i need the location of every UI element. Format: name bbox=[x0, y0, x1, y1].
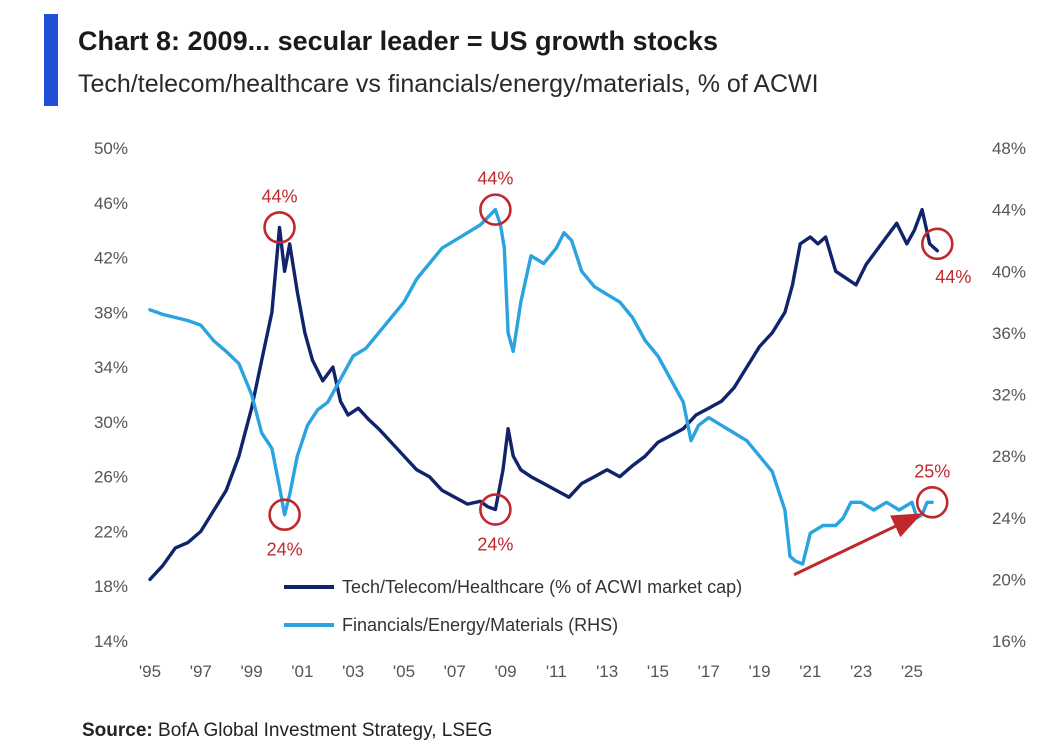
y-right-tick-label: 36% bbox=[992, 324, 1026, 343]
series-layer bbox=[148, 207, 939, 582]
annotation-label: 44% bbox=[935, 267, 971, 287]
chart-subtitle: Tech/telecom/healthcare vs financials/en… bbox=[78, 70, 819, 98]
y-left-tick-label: 38% bbox=[94, 303, 128, 322]
x-tick-label: '05 bbox=[393, 662, 415, 681]
y-left-tick-label: 14% bbox=[94, 632, 128, 651]
y-left-tick-label: 34% bbox=[94, 358, 128, 377]
annotation-label: 25% bbox=[914, 461, 950, 481]
annotation-circle bbox=[479, 493, 512, 526]
x-tick-label: '15 bbox=[647, 662, 669, 681]
x-tick-label: '99 bbox=[241, 662, 263, 681]
source-note: Source: BofA Global Investment Strategy,… bbox=[82, 720, 492, 742]
source-label: Source: bbox=[82, 720, 153, 741]
right-axis: 16% 20% 24% 28% 32% 36% 40% 44% 48% bbox=[992, 139, 1026, 651]
y-right-tick-label: 48% bbox=[992, 139, 1026, 158]
x-tick-label: '01 bbox=[291, 662, 313, 681]
y-left-tick-label: 22% bbox=[94, 522, 128, 541]
y-right-tick-label: 24% bbox=[992, 509, 1026, 528]
line-chart: 14% 18% 22% 26% 30% 34% 38% 42% 46% 50% 16% 20% 24%… bbox=[94, 139, 1026, 681]
x-tick-label: '13 bbox=[596, 662, 618, 681]
x-tick-label: '21 bbox=[799, 662, 821, 681]
legend: Tech/Telecom/Healthcare (% of ACWI marke… bbox=[284, 577, 742, 635]
series-line-fin bbox=[148, 207, 934, 566]
y-right-tick-label: 20% bbox=[992, 570, 1026, 589]
x-tick-label: '07 bbox=[444, 662, 466, 681]
annotation-circle bbox=[921, 227, 954, 261]
annotation-label: 44% bbox=[262, 186, 298, 206]
x-tick-label: '03 bbox=[342, 662, 364, 681]
y-right-tick-label: 44% bbox=[992, 201, 1026, 220]
annotation-layer: 44% 24% 44% 24% 44% 25% bbox=[262, 169, 971, 577]
annotation-circle bbox=[268, 498, 301, 531]
x-axis: '95 '97 '99 '01 '03 '05 '07 '09 '11 '13 '15 '17 '19 '… bbox=[139, 662, 923, 681]
series-line-tech bbox=[148, 207, 939, 582]
x-tick-label: '23 bbox=[850, 662, 872, 681]
y-left-tick-label: 50% bbox=[94, 139, 128, 158]
x-tick-label: '11 bbox=[546, 662, 567, 681]
y-left-tick-label: 18% bbox=[94, 577, 128, 596]
x-tick-label: '17 bbox=[698, 662, 720, 681]
annotation-circle bbox=[915, 486, 949, 519]
x-tick-label: '09 bbox=[494, 662, 516, 681]
y-left-tick-label: 26% bbox=[94, 468, 128, 487]
trend-arrow bbox=[793, 513, 923, 577]
x-tick-label: '95 bbox=[139, 662, 161, 681]
accent-bar bbox=[44, 14, 58, 106]
left-axis: 14% 18% 22% 26% 30% 34% 38% 42% 46% 50% bbox=[94, 139, 128, 651]
chart-title: Chart 8: 2009... secular leader = US gro… bbox=[78, 26, 719, 56]
legend-label-tech: Tech/Telecom/Healthcare (% of ACWI marke… bbox=[342, 577, 742, 597]
legend-label-fin: Financials/Energy/Materials (RHS) bbox=[342, 615, 618, 635]
x-tick-label: '19 bbox=[748, 662, 770, 681]
source-text: BofA Global Investment Strategy, LSEG bbox=[152, 720, 493, 741]
y-left-tick-label: 42% bbox=[94, 249, 128, 268]
annotation-label: 44% bbox=[477, 169, 513, 189]
x-tick-label: '25 bbox=[901, 662, 923, 681]
annotation-circle bbox=[479, 193, 512, 226]
annotation-label: 24% bbox=[267, 540, 303, 560]
x-tick-label: '97 bbox=[190, 662, 212, 681]
annotation-circle bbox=[263, 211, 296, 244]
y-right-tick-label: 40% bbox=[992, 262, 1026, 281]
y-right-tick-label: 32% bbox=[992, 386, 1026, 405]
annotation-label: 24% bbox=[477, 535, 513, 555]
y-left-tick-label: 46% bbox=[94, 194, 128, 213]
y-right-tick-label: 28% bbox=[992, 447, 1026, 466]
y-right-tick-label: 16% bbox=[992, 632, 1026, 651]
y-left-tick-label: 30% bbox=[94, 413, 128, 432]
